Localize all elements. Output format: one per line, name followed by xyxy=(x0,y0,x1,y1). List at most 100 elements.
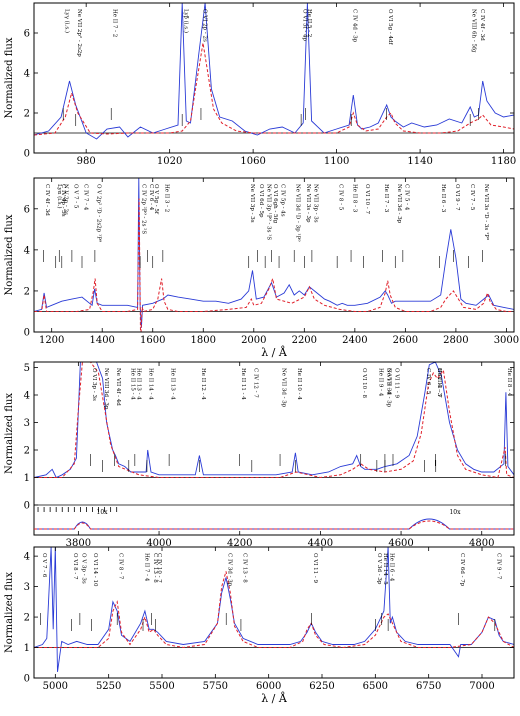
x-tick-label: 5250 xyxy=(96,681,121,692)
y-tick-label: 1 xyxy=(24,643,30,654)
line-id-label: He II 12 - 4 xyxy=(200,368,206,400)
x-tick-label: 4600 xyxy=(388,538,413,549)
line-id-label: He II 14 - 5 xyxy=(382,553,388,585)
x-tick-label: 3800 xyxy=(66,538,91,549)
line-id-label: C IV 13 - 8 xyxy=(152,553,158,583)
y-tick-label: 3 xyxy=(24,418,30,429)
y-axis-label: Normalized flux xyxy=(4,572,15,653)
line-id-label: O V 7 - 6 xyxy=(41,553,47,578)
line-id-label: O VI 14 - 10 xyxy=(92,553,98,587)
line-id-label: Ne VII 3s - 3p xyxy=(305,184,311,223)
y-tick-label: 1 xyxy=(24,473,30,484)
y-tick-label: 0 xyxy=(24,328,30,339)
x-tick-label: 7000 xyxy=(469,681,494,692)
x-tick-label: 1800 xyxy=(191,335,216,346)
x-tick-label: 5500 xyxy=(149,681,174,692)
x-axis: 1200 1400 1600 1800 2000 2200 2400 2600 2800 3000 xyxy=(39,178,519,346)
line-id-label: Ne VII 3p ¹P⁰ - 3s ¹S xyxy=(266,184,273,240)
x-tick-label: 6750 xyxy=(416,681,441,692)
chart-panel-1: 980 1020 1060 1100 1140 1180 0 2 4 6 Normalized fl… xyxy=(4,2,516,167)
y-tick-label: 3 xyxy=(24,582,30,593)
observed-spectrum-line xyxy=(34,178,514,328)
line-id-label: He II 13 - 4 xyxy=(135,368,141,400)
inset-model-line xyxy=(34,520,514,530)
line-id-label: O VI 6gh - 5fg xyxy=(272,184,278,224)
line-id-label: Ne VII 4f - 4d xyxy=(115,368,121,406)
x-tick-label: 2200 xyxy=(292,335,317,346)
line-id-label: C IV 2p ²P⁰ - 2s ²S xyxy=(141,184,148,234)
model-spectrum-line xyxy=(34,571,514,649)
observed-spectrum-line xyxy=(34,547,514,672)
model-spectrum-line xyxy=(34,362,514,479)
line-id-label: O VI 2p - 2s xyxy=(201,9,207,42)
line-id-label: He II 8 - 4 xyxy=(506,368,512,397)
y-tick-label: 6 xyxy=(24,204,30,215)
line-id-label: C IV 12 - 7 xyxy=(252,368,258,398)
line-id-label: Ne VII 3d - 3p xyxy=(396,184,402,224)
line-id-label: N V 2p - 2s xyxy=(62,184,68,215)
line-id-label: O VI 9 - 4 xyxy=(385,368,391,395)
line-id-label: O VI 5g - 4df xyxy=(387,9,393,46)
line-id-label: Ne VII 3s ¹D - 3s ¹P⁰ xyxy=(483,184,490,241)
line-id-label: C IV 7 - 4 xyxy=(83,184,89,211)
x-tick-label: 1020 xyxy=(157,156,182,167)
line-id-label: He II 7 - 4 xyxy=(144,553,150,582)
line-id-label: C IV 4f - 3d xyxy=(44,184,50,216)
line-id-label: Ne VII 3p - 3s xyxy=(312,184,318,223)
line-id-label: C IV 5 - 4 xyxy=(403,184,409,211)
series-group xyxy=(34,362,514,479)
line-id-label: C IV 7 - 5 xyxy=(469,184,475,211)
y-axis-label: Normalized flux xyxy=(4,214,15,295)
line-id-label: C IV 5p - 4s xyxy=(280,184,286,217)
line-id-label: He II 4 - 3 xyxy=(436,368,442,397)
plot-frame xyxy=(33,177,515,333)
line-id-label: O VI 5f - 4p xyxy=(302,9,308,42)
series-group xyxy=(34,547,514,672)
line-id-label: C IV 8 - 5 xyxy=(338,184,344,211)
model-spectrum-line xyxy=(34,198,514,332)
line-id-label: He II 14 - 4 xyxy=(147,368,153,400)
line-id-label: C IV 3d - 3p xyxy=(227,553,233,587)
line-id-label: O V 3p - 3s xyxy=(80,553,86,584)
observed-spectrum-line xyxy=(34,3,514,140)
x-tick-label: 4400 xyxy=(308,538,333,549)
line-id-label: O VI 10 - 7 xyxy=(364,184,370,215)
line-id-label: He II 3 - 2 xyxy=(163,184,169,212)
plot-frame xyxy=(33,546,515,679)
x-tick-label: 1200 xyxy=(39,335,64,346)
line-id-label: Lyγ (i.s.) xyxy=(64,9,71,33)
line-id-label: C IV 4p - 3s xyxy=(60,184,66,217)
line-id-label: O VI 11 - 9 xyxy=(393,368,399,399)
y-tick-label: 5 xyxy=(24,363,30,374)
y-tick-label: 2 xyxy=(24,286,30,297)
series-group xyxy=(34,3,514,140)
y-tick-label: 4 xyxy=(24,69,30,80)
line-id-label: C IV 10 - 7 xyxy=(156,553,162,583)
x-tick-label: 2000 xyxy=(241,335,266,346)
x-axis-label: λ / Å xyxy=(261,345,288,359)
y-axis: 0 2 4 6 xyxy=(24,204,514,339)
line-id-label: Lyβ (i.s.) xyxy=(183,9,190,33)
line-id-label: Ne VII 3d - 3p xyxy=(281,368,287,408)
line-id-label: O V 2p² ¹D - 2s2p ¹P⁰ xyxy=(95,184,102,243)
y-tick-label: 6 xyxy=(24,29,30,40)
y-tick-label: 2 xyxy=(24,446,30,457)
line-id-label: He II 10 - 4 xyxy=(296,368,302,400)
inset-magnification-label: 10x xyxy=(97,509,109,516)
y-tick-label: 4 xyxy=(24,552,30,563)
y-tick-label: 2 xyxy=(24,613,30,624)
y-tick-label: 0 xyxy=(24,501,30,512)
x-tick-label: 980 xyxy=(77,156,96,167)
x-tick-label: 6500 xyxy=(363,681,388,692)
line-id-label: C IV 9 - 7 xyxy=(495,553,501,580)
line-identifications: O VI 3p - 3s Ne VIII 3d - 3p Ne VII 4f - 4… xyxy=(90,368,512,472)
line-identifications: C IV 4f - 3d Lyα (i.s.)C IV 4p - 3sN V 2p… xyxy=(43,184,490,268)
y-tick-label: 4 xyxy=(24,391,30,402)
line-id-label: He II 9 - 4 xyxy=(377,368,383,397)
line-id-label: He II 13 - 4 xyxy=(170,368,176,400)
line-id-label: Ne VII 3p - 3s xyxy=(249,184,255,223)
line-id-label: He II 15 - 4 xyxy=(129,368,135,400)
line-id-label: O VI 8 - 7 xyxy=(72,553,78,580)
chart-panel-4: 5000 5250 5500 5750 6000 6250 6500 6750 7000 0 1 2 3… xyxy=(4,546,515,705)
plot-frame xyxy=(33,2,515,154)
